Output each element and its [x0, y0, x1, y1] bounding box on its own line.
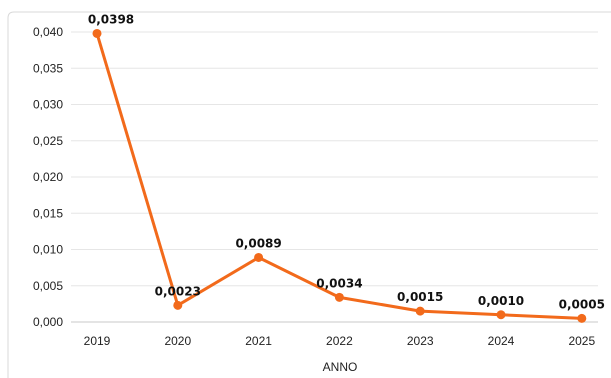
x-tick-label: 2025	[568, 334, 595, 348]
data-point	[577, 313, 587, 323]
y-axis-ticks: 0,000 0,005 0,010 0,015 0,020 0,025 0,030 0,035…	[33, 25, 63, 329]
data-point	[92, 28, 102, 38]
data-label: 0,0005	[559, 297, 605, 311]
data-point	[415, 306, 425, 316]
x-axis-ticks: 2019 2020 2021 2022 2023 2024 2025	[84, 334, 596, 348]
y-tick-label: 0,010	[33, 243, 63, 257]
y-tick-label: 0,005	[33, 279, 63, 293]
data-label: 0,0089	[235, 236, 281, 250]
data-label: 0,0015	[397, 290, 443, 304]
x-tick-label: 2023	[407, 334, 434, 348]
data-label: 0,0034	[316, 276, 362, 290]
gridlines	[71, 31, 598, 287]
y-tick-label: 0,000	[33, 315, 63, 329]
x-tick-label: 2019	[84, 334, 111, 348]
x-tick-label: 2021	[245, 334, 272, 348]
x-tick-label: 2022	[326, 334, 353, 348]
data-label: 0,0023	[155, 284, 201, 298]
x-tick-label: 2024	[488, 334, 515, 348]
data-point	[334, 292, 344, 302]
data-labels: 0,0398 0,0023 0,0089 0,0034 0,0015 0,0010 0,00…	[88, 12, 605, 311]
data-points	[92, 28, 587, 323]
x-axis-title: ANNO	[323, 360, 358, 374]
y-tick-label: 0,035	[33, 61, 63, 75]
y-tick-label: 0,020	[33, 170, 63, 184]
chart-card-border	[7, 11, 611, 378]
y-tick-label: 0,025	[33, 134, 63, 148]
data-point	[496, 310, 506, 320]
data-point	[173, 300, 183, 310]
data-point	[254, 252, 264, 262]
y-tick-label: 0,030	[33, 98, 63, 112]
data-label: 0,0398	[88, 12, 134, 26]
data-label: 0,0010	[478, 294, 524, 308]
y-tick-label: 0,015	[33, 206, 63, 220]
x-tick-label: 2020	[164, 334, 191, 348]
y-tick-label: 0,040	[33, 25, 63, 39]
